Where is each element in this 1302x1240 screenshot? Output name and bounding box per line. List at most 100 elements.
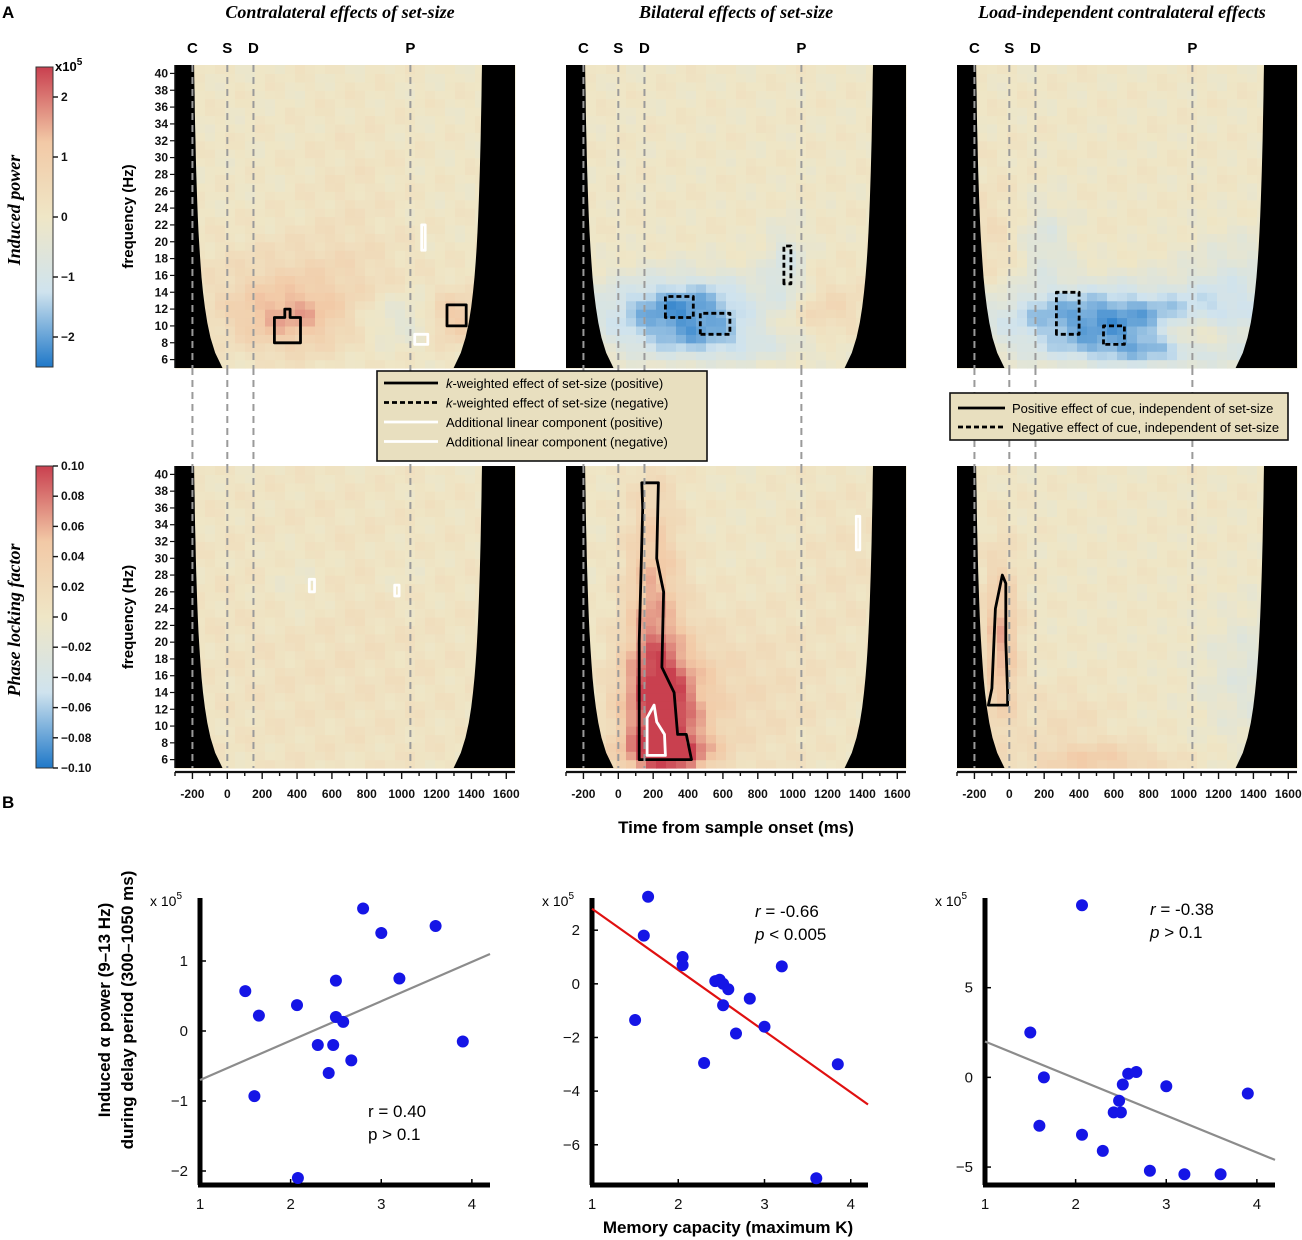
heatmap-cell [365,474,376,484]
heatmap-cell [395,751,406,761]
heatmap-cell [245,351,256,361]
heatmap-cell [786,182,797,192]
heatmap-cell [826,283,837,293]
heatmap-cell [425,191,436,201]
heatmap-cell [325,466,336,475]
heatmap-cell [395,90,406,100]
heatmap-cell [315,700,326,710]
heatmap-cell [295,633,306,643]
heatmap-cell [666,166,677,176]
heatmap-cell [596,81,607,91]
heatmap-cell [305,115,316,125]
heatmap-cell [1237,216,1248,226]
heatmap-cell [275,216,286,226]
heatmap-cell [1107,250,1118,260]
heatmap-cell [345,157,356,167]
heatmap-cell [295,300,306,310]
heatmap-cell [295,692,306,702]
heatmap-cell [455,325,466,335]
power-colorbar: x105 210−1−2 [35,57,83,368]
heatmap-cell [445,709,456,719]
heatmap-cell [1107,342,1118,352]
heatmap-cell [596,166,607,176]
heatmap-cell [856,216,867,226]
heatmap-cell [716,182,727,192]
heatmap-cell [1237,90,1248,100]
heatmap-cell [255,275,266,285]
heatmap-cell [786,157,797,167]
heatmap-cell [1097,250,1108,260]
heatmap-cell [736,174,747,184]
heatmap-cell [1207,275,1218,285]
heatmap-cell [646,258,657,268]
heatmap-cell [225,90,236,100]
heatmap-cell [1007,174,1018,184]
heatmap-cell [706,351,717,361]
heatmap-cell [1207,107,1218,117]
heatmap-cell [225,742,236,752]
heatmap-cell [766,81,777,91]
heatmap-cell [215,98,226,108]
heatmap-cell [255,482,266,492]
heatmap-cell [806,342,817,352]
heatmap-cell [355,182,366,192]
heatmap-cell [235,742,246,752]
heatmap-cell [245,591,256,601]
heatmap-cell [305,98,316,108]
heatmap-cell [445,292,456,302]
heatmap-cell [666,233,677,243]
heatmap-cell [1157,351,1168,361]
heatmap-cell [1127,65,1138,75]
heatmap-cell [1257,107,1268,117]
heatmap-cell [1007,309,1018,319]
heatmap-cell [626,334,637,344]
heatmap-cell [285,742,296,752]
heatmap-cell [706,224,717,234]
heatmap-cell [355,123,366,133]
heatmap-cell [385,642,396,652]
heatmap-cell [706,359,717,369]
heatmap-cell [1237,208,1248,218]
heatmap-cell [255,650,266,660]
heatmap-cell [235,250,246,260]
heatmap-cell [786,317,797,327]
heatmap-cell [836,73,847,83]
heatmap-cell [435,549,446,559]
heatmap-cell [235,658,246,668]
heatmap-cell [836,309,847,319]
heatmap-cell [977,107,988,117]
heatmap-cell [1147,325,1158,335]
heatmap-cell [1217,334,1228,344]
heatmap-cell [1127,325,1138,335]
heatmap-cell [265,608,276,618]
heatmap-cell [746,334,757,344]
heatmap-cell [1117,317,1128,327]
heatmap-cell [205,267,216,277]
heatmap-cell [1157,115,1168,125]
heatmap-cell [846,191,857,201]
heatmap-cell [977,174,988,184]
heatmap-cell [1127,342,1138,352]
heatmap-cell [836,283,847,293]
heatmap-cell [1237,224,1248,234]
heatmap-cell [235,466,246,475]
heatmap-cell [656,325,667,335]
heatmap-cell [445,642,456,652]
heatmap-cell [756,292,767,302]
heatmap-cell [836,334,847,344]
heatmap-cell [1027,351,1038,361]
heatmap-cell [586,115,597,125]
heatmap-cell [315,566,326,576]
heatmap-cell [626,224,637,234]
heatmap-cell [365,149,376,159]
heatmap-cell [1047,342,1058,352]
heatmap-cell [335,250,346,260]
heatmap-cell [255,658,266,668]
heatmap-cell [1117,216,1128,226]
heatmap-cell [756,123,767,133]
heatmap-cell [235,224,246,234]
heatmap-cell [395,300,406,310]
heatmap-cell [285,759,296,769]
heatmap-cell [616,140,627,150]
heatmap-cell [1097,65,1108,75]
